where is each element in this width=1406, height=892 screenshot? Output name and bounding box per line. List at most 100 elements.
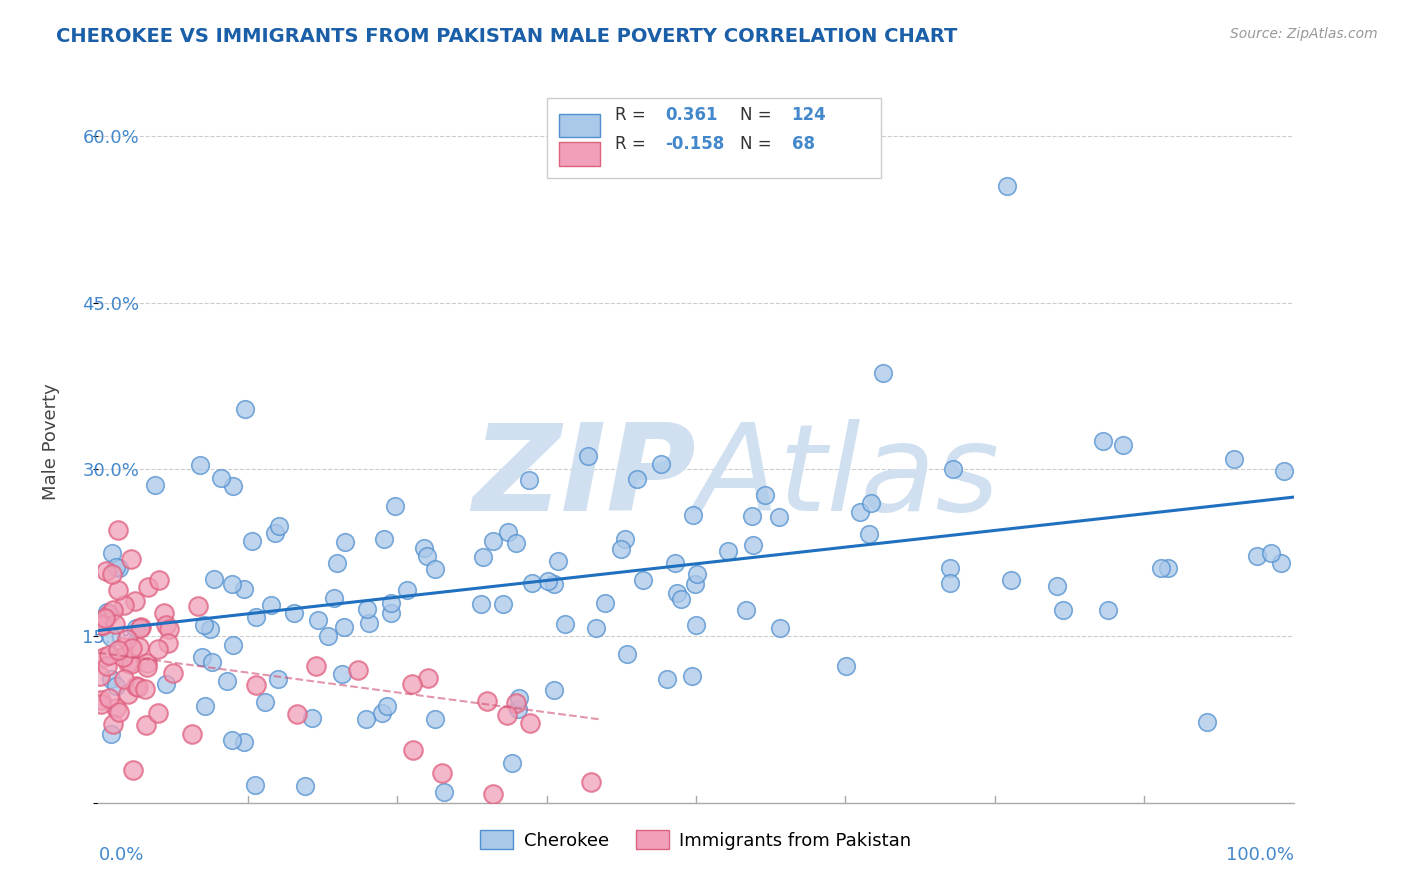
Point (121, 641, 143, 656)
Point (107, 582, 129, 597)
Point (505, 536, 527, 550)
Point (120, 552, 142, 566)
Point (121, 763, 143, 777)
Point (496, 524, 519, 539)
Point (938, 576, 960, 591)
Point (112, 673, 135, 687)
Text: 0.0%: 0.0% (98, 847, 143, 864)
Point (112, 598, 135, 612)
Point (318, 629, 340, 643)
Point (354, 712, 377, 726)
Point (1046, 579, 1069, 593)
Point (543, 577, 565, 591)
Point (89, 669, 111, 683)
Point (347, 663, 370, 677)
Point (616, 648, 638, 662)
Point (120, 657, 142, 672)
Point (134, 682, 156, 697)
Point (1112, 438, 1135, 452)
Point (481, 787, 503, 801)
Point (942, 462, 965, 476)
Point (995, 178, 1018, 193)
Point (1260, 546, 1282, 560)
Point (146, 642, 169, 657)
Point (401, 677, 423, 691)
FancyBboxPatch shape (547, 98, 882, 178)
Point (100, 673, 122, 687)
Point (96, 658, 118, 673)
Point (294, 779, 316, 793)
Point (117, 687, 139, 701)
Point (87, 615, 110, 629)
Point (128, 621, 150, 635)
Point (333, 620, 356, 634)
Text: Source: ZipAtlas.com: Source: ZipAtlas.com (1230, 27, 1378, 41)
Point (129, 620, 152, 634)
Point (100, 630, 122, 644)
Point (100, 546, 122, 560)
Point (1097, 603, 1119, 617)
Point (107, 524, 129, 538)
Point (135, 659, 157, 673)
Point (1270, 556, 1292, 570)
Point (626, 472, 648, 486)
Point (333, 534, 356, 549)
Point (153, 607, 176, 621)
Point (194, 699, 217, 714)
Point (136, 580, 159, 594)
Point (769, 621, 792, 635)
Point (108, 561, 131, 575)
Legend: Cherokee, Immigrants from Pakistan: Cherokee, Immigrants from Pakistan (471, 822, 921, 859)
Point (266, 673, 288, 687)
Point (90, 698, 112, 712)
Point (202, 573, 225, 587)
Point (180, 727, 202, 741)
Point (650, 457, 672, 471)
Text: Atlas: Atlas (696, 419, 1000, 536)
Point (107, 643, 129, 657)
Point (470, 597, 492, 611)
Point (471, 550, 494, 565)
Point (105, 560, 128, 574)
Text: 68: 68 (792, 135, 814, 153)
Point (423, 712, 446, 726)
Text: -0.158: -0.158 (665, 135, 724, 153)
Point (97, 607, 120, 621)
Point (547, 554, 569, 568)
Point (375, 698, 398, 713)
Point (125, 621, 148, 635)
Point (666, 586, 689, 600)
Point (221, 577, 243, 591)
Point (233, 735, 256, 749)
Text: 124: 124 (792, 106, 827, 124)
Point (245, 778, 267, 792)
Point (245, 610, 267, 624)
Point (323, 591, 346, 606)
Point (283, 606, 305, 620)
Point (105, 700, 128, 714)
Point (254, 695, 277, 709)
Point (742, 538, 765, 552)
Point (285, 706, 308, 721)
Point (330, 667, 353, 681)
Point (754, 488, 776, 502)
Point (613, 532, 636, 546)
Point (849, 505, 872, 519)
Point (128, 640, 150, 654)
Point (101, 566, 124, 581)
Point (94, 611, 117, 625)
Point (104, 616, 127, 631)
Text: R =: R = (614, 135, 651, 153)
Point (522, 576, 544, 591)
FancyBboxPatch shape (558, 143, 600, 166)
Point (191, 649, 214, 664)
Point (741, 508, 763, 523)
Point (396, 583, 419, 598)
Point (477, 694, 499, 708)
Text: 0.361: 0.361 (665, 106, 717, 124)
Text: N =: N = (740, 135, 772, 153)
Point (416, 671, 439, 685)
Point (1052, 602, 1074, 616)
Point (585, 622, 607, 636)
Point (221, 638, 243, 652)
